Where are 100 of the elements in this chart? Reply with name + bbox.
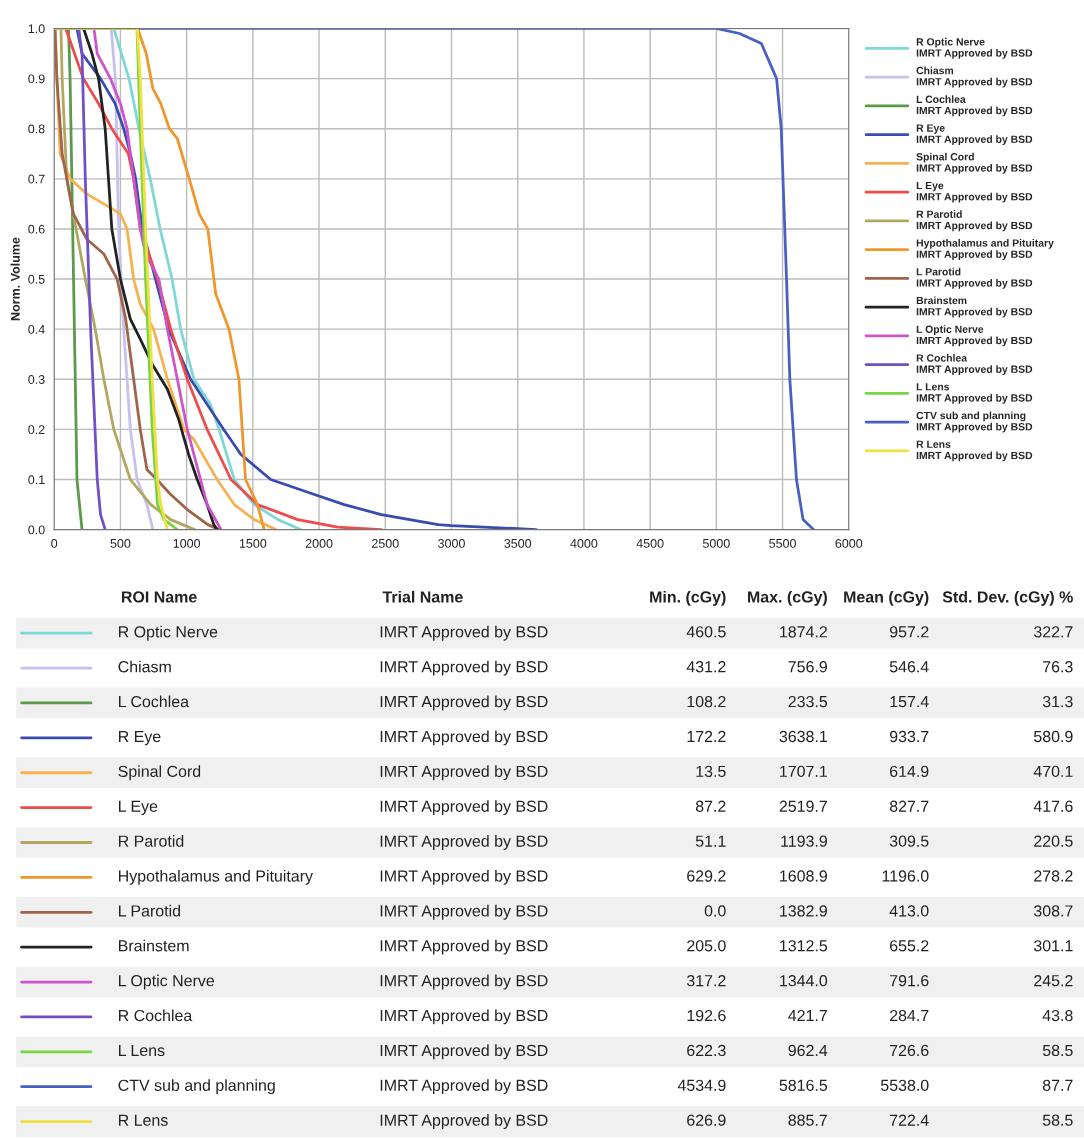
x-tick-label: 3000	[438, 538, 465, 548]
y-axis-title: Norm. Volume	[10, 237, 20, 321]
legend-label: R Cochlea IMRT Approved by BSD	[916, 354, 1033, 375]
text: 43.8	[1042, 1009, 1073, 1022]
text: 13.5	[696, 765, 726, 778]
text: 31.3	[1042, 695, 1073, 708]
text: Brainstem	[119, 939, 189, 952]
text: 655.2	[890, 940, 929, 952]
text: 421.7	[788, 1009, 827, 1022]
legend-label: Spinal Cord IMRT Approved by BSD	[916, 152, 1033, 174]
text: L Parotid	[119, 904, 180, 917]
text: Mean (cGy)	[844, 590, 929, 606]
legend-label: CTV sub and planning IMRT Approved by BSD	[916, 411, 1033, 433]
text: 0.0	[704, 905, 726, 917]
y-tick-label: 0.0	[28, 525, 45, 535]
legend-label: R Parotid IMRT Approved by BSD	[916, 210, 1033, 232]
legend-label: R Eye IMRT Approved by BSD	[916, 124, 1033, 146]
y-tick-label: 0.3	[28, 375, 45, 384]
legend-label: L Cochlea IMRT Approved by BSD	[916, 95, 1033, 117]
text: 827.7	[889, 800, 929, 812]
legend-label: L Parotid IMRT Approved by BSD	[916, 267, 1033, 289]
text: 245.2	[1034, 975, 1073, 987]
text: 1382.9	[780, 905, 827, 917]
text: 622.3	[687, 1044, 726, 1057]
text: 957.2	[889, 626, 929, 638]
text: 301.1	[1033, 940, 1073, 952]
x-tick-label: 500	[110, 538, 131, 548]
text: 546.4	[889, 661, 929, 673]
text: 309.5	[889, 835, 929, 847]
x-tick-label: 4000	[570, 538, 598, 548]
x-tick-label: 6000	[835, 538, 863, 548]
text: R Eye	[119, 731, 161, 746]
text: 108.2	[687, 695, 726, 708]
text: R Parotid	[119, 835, 184, 847]
text: IMRT Approved by BSD	[380, 939, 548, 955]
text: 791.6	[890, 975, 929, 987]
text: ROI Name	[121, 591, 197, 603]
y-tick-label: 0.7	[28, 174, 45, 184]
text: IMRT Approved by BSD	[380, 625, 548, 641]
text: 233.5	[788, 695, 828, 708]
text: IMRT Approved by BSD	[380, 904, 548, 920]
text: 1312.5	[780, 940, 828, 952]
text: 1193.9	[781, 835, 827, 847]
text: 192.6	[687, 1009, 726, 1022]
text: R Lens	[119, 1114, 168, 1126]
y-tick-label: 0.4	[28, 324, 45, 334]
text: IMRT Approved by BSD	[380, 869, 548, 885]
text: 1874.2	[780, 626, 827, 638]
text: IMRT Approved by BSD	[380, 974, 548, 990]
text: 1707.1	[780, 765, 827, 778]
text: 51.1	[695, 835, 726, 847]
text: 3638.1	[779, 730, 827, 743]
x-tick-label: 5500	[769, 538, 796, 548]
text: 220.5	[1034, 835, 1073, 847]
text: 87.2	[695, 800, 726, 812]
y-tick-label: 0.9	[28, 74, 45, 84]
text: L Lens	[119, 1044, 165, 1057]
text: 962.4	[788, 1044, 828, 1057]
text: Min. (cGy)	[650, 590, 726, 606]
text: Max. (cGy)	[748, 590, 827, 606]
text: 580.9	[1034, 730, 1073, 743]
text: 58.5	[1042, 1044, 1073, 1057]
text: IMRT Approved by BSD	[380, 1009, 548, 1025]
text: IMRT Approved by BSD	[380, 730, 548, 746]
text: L Eye	[119, 800, 158, 816]
x-tick-label: 2000	[305, 538, 333, 548]
y-tick-label: 0.8	[28, 124, 45, 134]
text: 284.7	[890, 1009, 929, 1022]
x-tick-label: 2500	[372, 538, 399, 548]
x-tick-label: 5000	[702, 538, 730, 548]
text: 1196.0	[882, 870, 929, 882]
text: 885.7	[788, 1114, 827, 1126]
text: 157.4	[890, 696, 929, 708]
legend-label: Chiasm IMRT Approved by BSD	[916, 66, 1033, 88]
y-tick-label: 0.6	[28, 224, 45, 234]
text: 76.3	[1043, 661, 1073, 673]
text: 4534.9	[677, 1079, 726, 1091]
text: R Optic Nerve	[119, 625, 218, 641]
text: 5816.5	[779, 1079, 828, 1091]
text: 629.2	[687, 870, 726, 882]
text: 417.6	[1033, 800, 1073, 812]
text: IMRT Approved by BSD	[380, 1044, 548, 1060]
text: Chiasm	[118, 660, 171, 673]
text: IMRT Approved by BSD	[380, 1079, 548, 1095]
y-tick-label: 0.1	[28, 475, 45, 485]
text: 308.7	[1033, 905, 1073, 917]
text: 756.9	[788, 661, 827, 673]
text: 322.7	[1033, 626, 1073, 638]
text: L Cochlea	[119, 695, 190, 708]
text: Spinal Cord	[118, 765, 201, 781]
legend-label: R Optic Nerve IMRT Approved by BSD	[916, 37, 1033, 59]
text: IMRT Approved by BSD	[380, 1114, 548, 1129]
text: IMRT Approved by BSD	[380, 800, 548, 816]
text: 722.4	[890, 1114, 929, 1126]
text: 626.9	[687, 1114, 726, 1126]
text: 470.1	[1033, 765, 1073, 778]
text: IMRT Approved by BSD	[380, 835, 548, 850]
text: 205.0	[687, 940, 726, 952]
x-tick-label: 1000	[173, 538, 201, 548]
text: 2519.7	[779, 800, 827, 812]
